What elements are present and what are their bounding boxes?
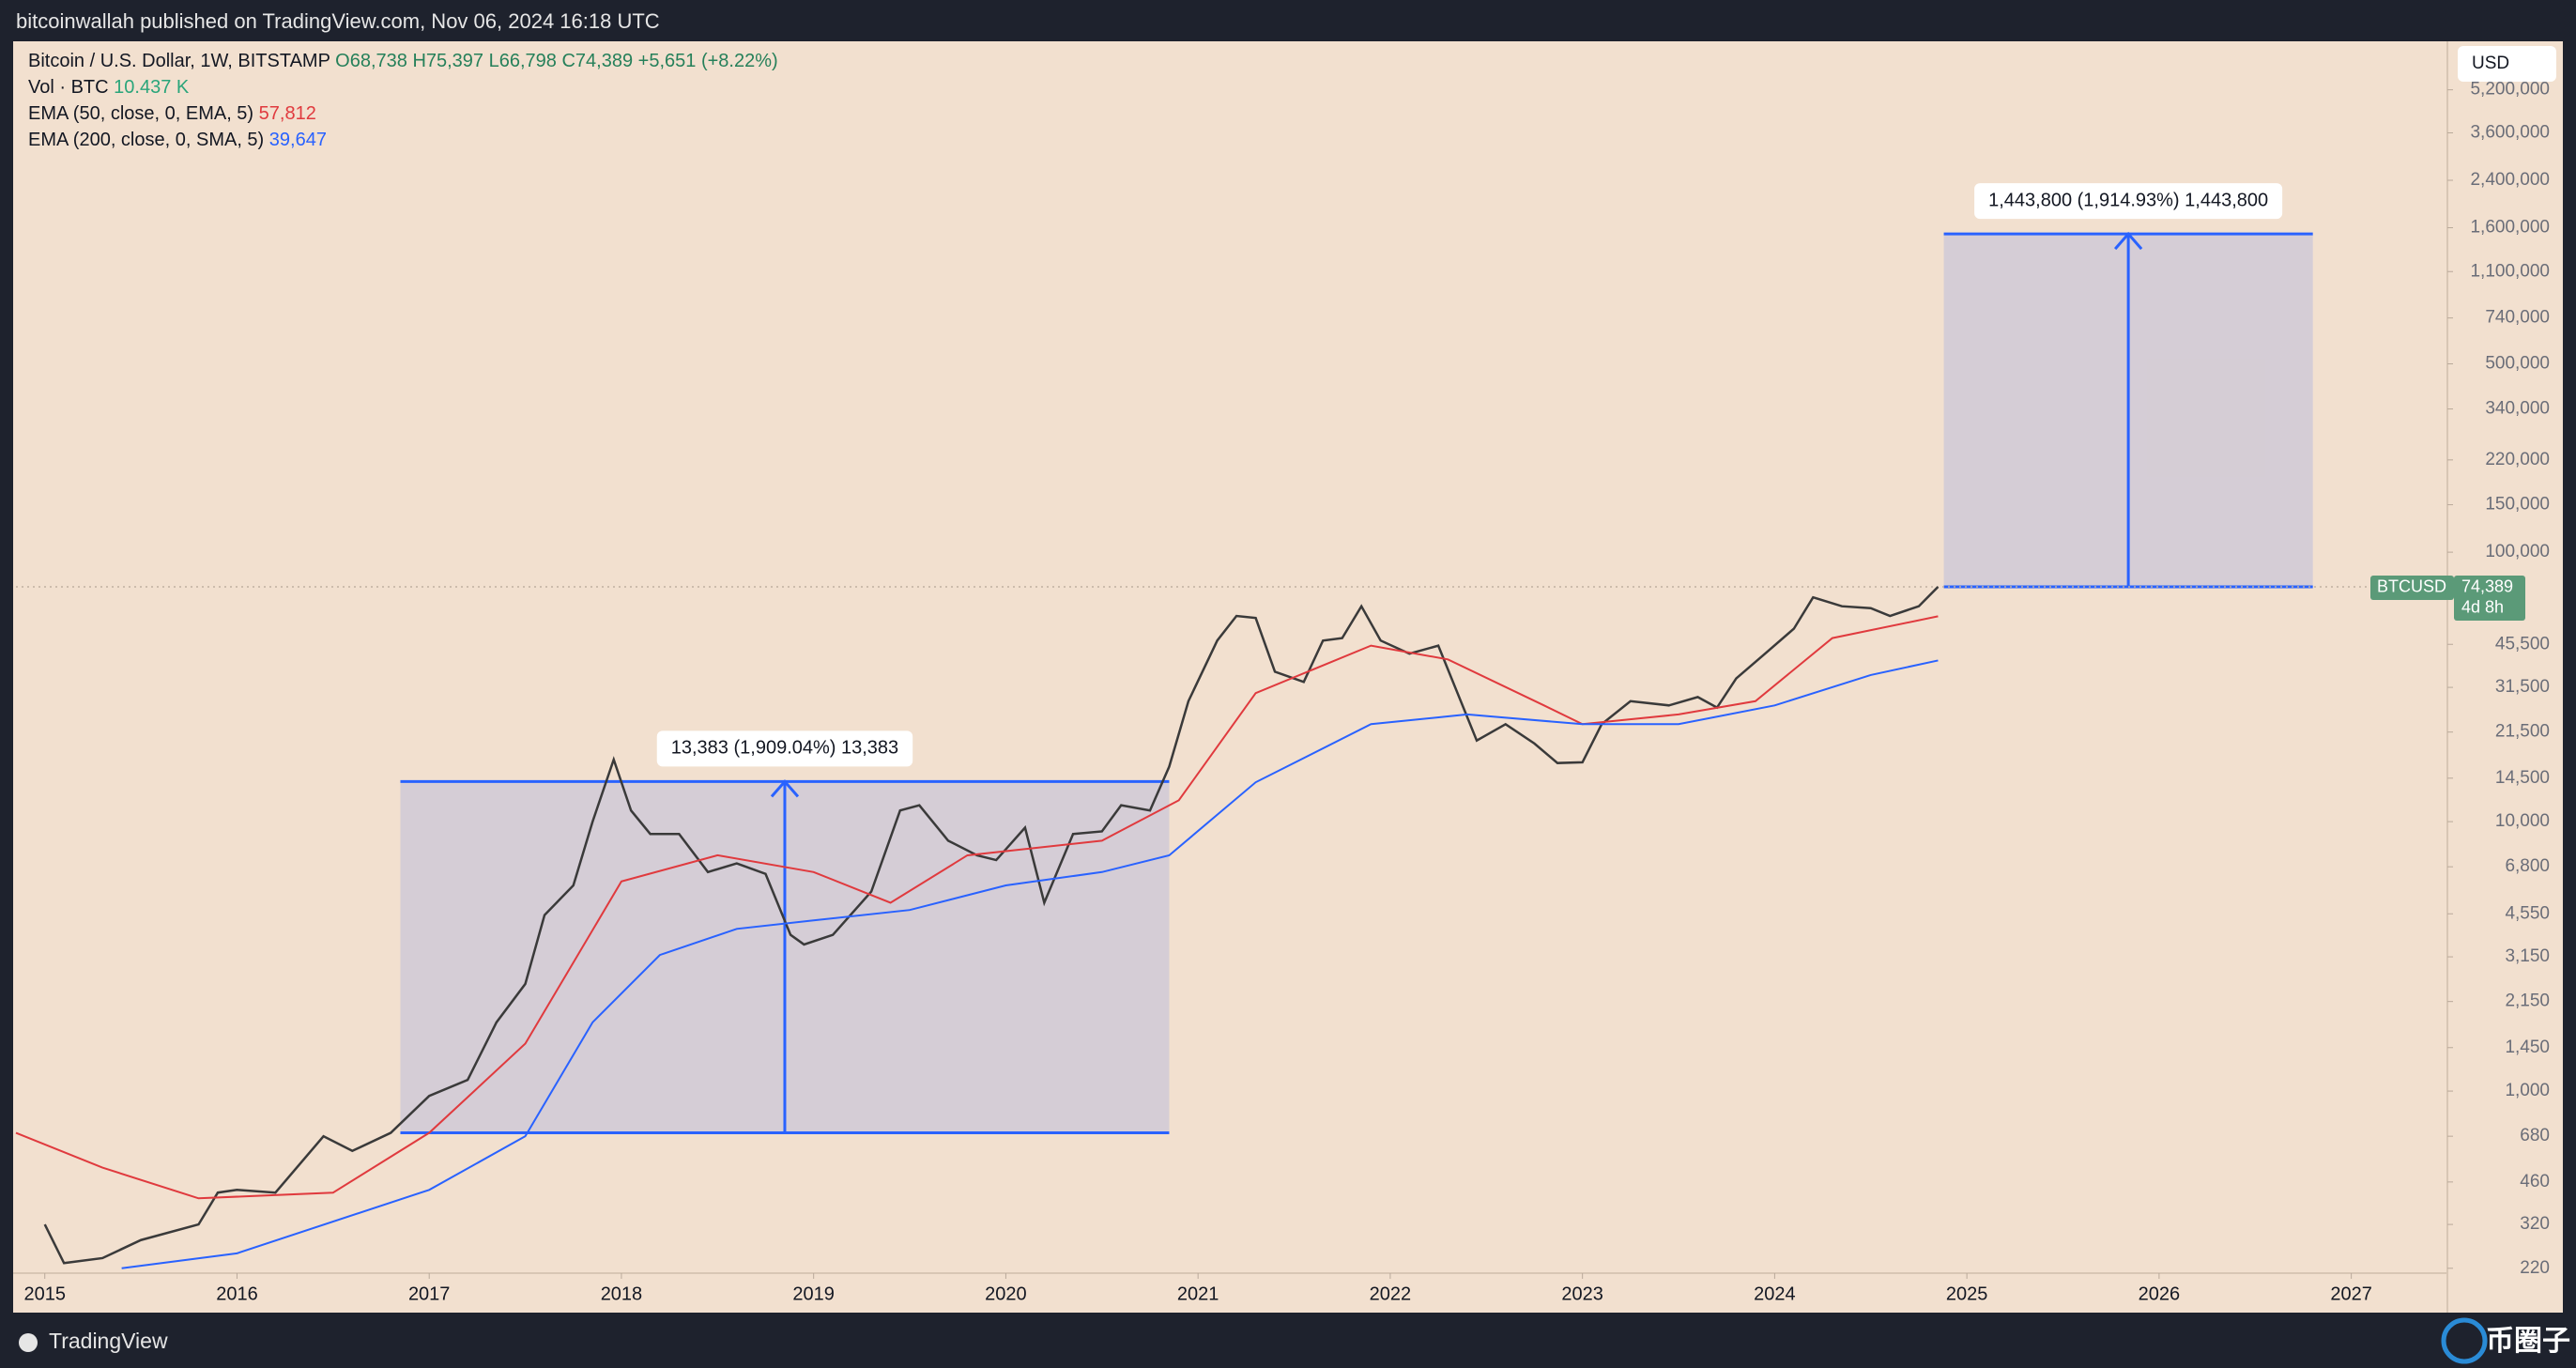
legend-item: EMA (200, close, 0, SMA, 5): [28, 130, 264, 150]
footer-brand: TradingView: [49, 1329, 168, 1353]
measure-arrowhead: [2114, 231, 2143, 251]
y-tick-label: 740,000: [2485, 308, 2550, 328]
footer: TradingView 币圈子: [19, 1317, 2570, 1364]
price-tag-symbol: BTCUSD: [2377, 577, 2446, 596]
x-tick-label: 2022: [1370, 1283, 1412, 1304]
x-tick-label: 2026: [2139, 1283, 2181, 1304]
legend-item: 10.437 K: [114, 77, 190, 98]
legend-item: Bitcoin / U.S. Dollar, 1W, BITSTAMP: [28, 51, 330, 71]
measure-label: 1,443,800 (1,914.93%) 1,443,800: [1988, 190, 2268, 210]
series-line: [121, 659, 1939, 1269]
y-tick-label: 500,000: [2485, 354, 2550, 374]
x-tick-label: 2023: [1561, 1283, 1603, 1304]
y-tick-label: 14,500: [2495, 768, 2550, 788]
legend-item: L66,798: [489, 51, 557, 71]
currency-button[interactable]: [2458, 46, 2556, 82]
y-tick-label: 31,500: [2495, 677, 2550, 697]
y-tick-label: 150,000: [2485, 495, 2550, 515]
price-tag-box: [2454, 575, 2525, 621]
x-tick-label: 2025: [1946, 1283, 1988, 1304]
y-tick-label: 21,500: [2495, 722, 2550, 742]
header-text: bitcoinwallah published on TradingView.c…: [16, 9, 660, 33]
y-tick-label: 10,000: [2495, 811, 2550, 831]
y-tick-label: 100,000: [2485, 542, 2550, 561]
y-tick-label: 460: [2520, 1172, 2550, 1191]
y-tick-label: 2,150: [2505, 991, 2550, 1011]
legend-row: EMA (50, close, 0, EMA, 5) 57,812: [28, 103, 316, 124]
y-tick-label: 2,400,000: [2470, 170, 2550, 190]
legend-row: EMA (200, close, 0, SMA, 5) 39,647: [28, 130, 327, 150]
x-tick-label: 2021: [1177, 1283, 1219, 1304]
watermark: 币圈子: [2486, 1326, 2570, 1357]
y-tick-label: 5,200,000: [2470, 80, 2550, 100]
legend-item: EMA (50, close, 0, EMA, 5): [28, 103, 253, 124]
legend-item: O68,738: [335, 51, 407, 71]
legend-item: 57,812: [259, 103, 316, 124]
y-tick-label: 4,550: [2505, 903, 2550, 923]
series-line: [15, 615, 1939, 1200]
x-tick-label: 2027: [2330, 1283, 2372, 1304]
logo: [19, 1333, 38, 1352]
measure-label-box: [656, 730, 913, 767]
legend-item: H75,397: [412, 51, 483, 71]
y-tick-label: 680: [2520, 1126, 2550, 1145]
y-tick-label: 320: [2520, 1214, 2550, 1234]
watermark-logo: [2441, 1317, 2488, 1364]
legend-item: C74,389: [561, 51, 633, 71]
y-tick-label: 45,500: [2495, 634, 2550, 653]
legend-row: Vol · BTC 10.437 K: [28, 77, 190, 98]
price-tag-countdown: 4d 8h: [2461, 598, 2504, 617]
y-tick-label: 220,000: [2485, 450, 2550, 469]
x-tick-label: 2016: [216, 1283, 258, 1304]
legend-item: +5,651 (+8.22%): [638, 51, 778, 71]
currency-label[interactable]: USD: [2472, 54, 2509, 73]
y-tick-label: 340,000: [2485, 399, 2550, 419]
y-tick-label: 1,600,000: [2470, 218, 2550, 238]
y-tick-label: 220: [2520, 1258, 2550, 1278]
measure-arrowhead: [770, 779, 800, 798]
y-tick-label: 6,800: [2505, 856, 2550, 876]
measure-label: 13,383 (1,909.04%) 13,383: [671, 738, 898, 759]
x-tick-label: 2015: [23, 1283, 66, 1304]
series-line: [43, 586, 1940, 1265]
legend-row: Bitcoin / U.S. Dollar, 1W, BITSTAMP O68,…: [28, 51, 778, 71]
measure-label-box: [1974, 183, 2283, 220]
y-tick-label: 1,450: [2505, 1038, 2550, 1057]
y-tick-label: 1,000: [2505, 1081, 2550, 1100]
x-tick-label: 2019: [792, 1283, 835, 1304]
legend: Bitcoin / U.S. Dollar, 1W, BITSTAMP O68,…: [28, 51, 778, 150]
y-tick-label: 3,150: [2505, 946, 2550, 966]
y-tick-label: 1,100,000: [2470, 261, 2550, 281]
legend-item: 39,647: [269, 130, 327, 150]
legend-item: Vol · BTC: [28, 77, 109, 98]
x-tick-label: 2024: [1754, 1283, 1796, 1304]
price-tag-symbol-box: [2370, 575, 2454, 600]
y-tick-label: 3,600,000: [2470, 122, 2550, 142]
price-tag-value: 74,389: [2461, 577, 2513, 596]
x-tick-label: 2020: [985, 1283, 1027, 1304]
x-tick-label: 2017: [408, 1283, 451, 1304]
x-tick-label: 2018: [601, 1283, 643, 1304]
plot-area: 13,383 (1,909.04%) 13,383 1,443,800 (1,91…: [15, 183, 2447, 1269]
